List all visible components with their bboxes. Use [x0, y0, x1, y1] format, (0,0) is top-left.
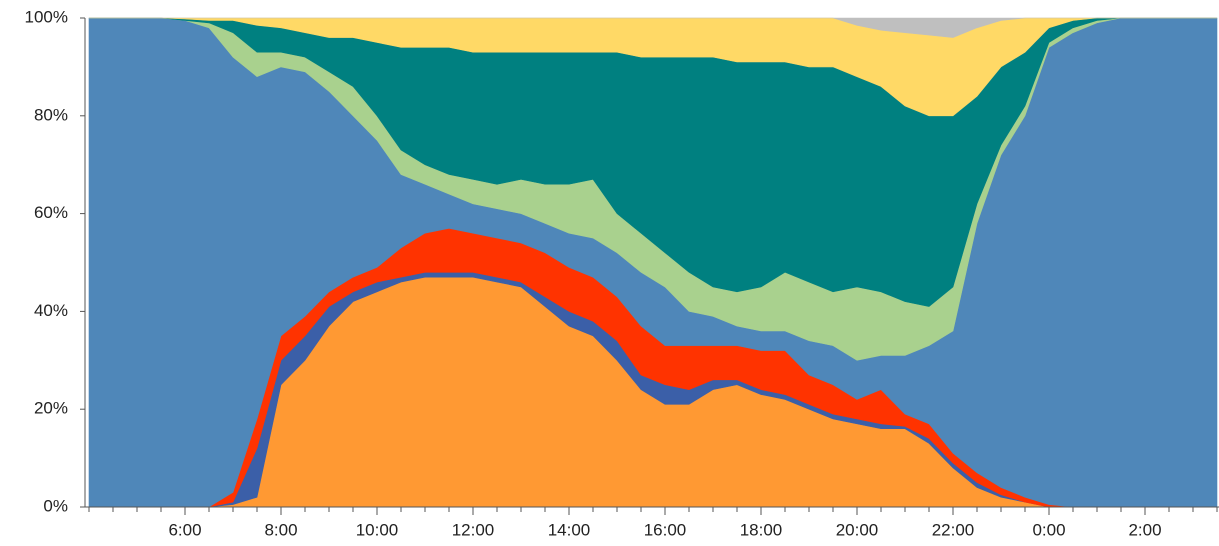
y-tick-label: 60% — [34, 203, 68, 222]
x-tick-label: 0:00 — [1032, 520, 1065, 539]
x-tick-label: 14:00 — [548, 520, 591, 539]
x-tick-label: 16:00 — [644, 520, 687, 539]
x-tick-label: 12:00 — [452, 520, 495, 539]
x-tick-label: 22:00 — [932, 520, 975, 539]
y-tick-label: 100% — [25, 7, 68, 26]
y-tick-label: 0% — [43, 496, 68, 515]
x-tick-label: 20:00 — [836, 520, 879, 539]
area — [89, 17, 1217, 38]
x-tick-label: 10:00 — [356, 520, 399, 539]
x-tick-label: 18:00 — [740, 520, 783, 539]
x-tick-label: 8:00 — [264, 520, 297, 539]
x-tick-label: 2:00 — [1128, 520, 1161, 539]
y-tick-label: 80% — [34, 105, 68, 124]
y-tick-label: 40% — [34, 301, 68, 320]
x-tick-label: 6:00 — [168, 520, 201, 539]
y-tick-label: 20% — [34, 399, 68, 418]
